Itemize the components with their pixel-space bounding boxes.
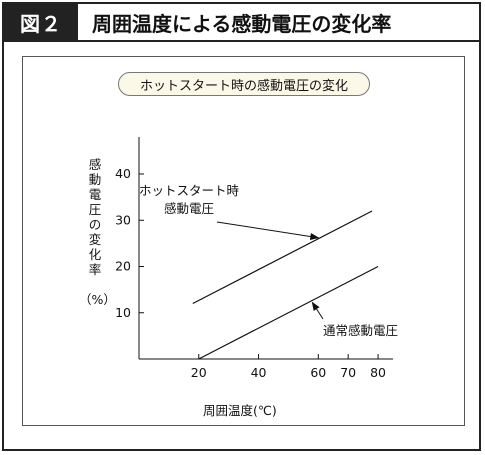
y-tick-label: 20 — [115, 259, 131, 274]
x-tick-label: 70 — [340, 365, 356, 380]
figure-header: 図２ 周囲温度による感動電圧の変化率 — [4, 4, 479, 42]
annotation-text: 感動電圧 — [164, 201, 214, 216]
y-tick-label: 30 — [115, 212, 131, 227]
chart-title: ホットスタート時の感動電圧の変化 — [118, 72, 370, 96]
annotation-text: 通常感動電圧 — [323, 323, 398, 338]
x-tick-label: 20 — [191, 365, 207, 380]
y-tick-label: 10 — [115, 305, 131, 320]
y-axis-unit: （%） — [79, 292, 116, 307]
series-line-2 — [198, 265, 379, 360]
figure-badge: 図２ — [4, 4, 78, 40]
x-tick-label: 40 — [251, 365, 267, 380]
figure-frame: 図２ 周囲温度による感動電圧の変化率 ホットスタート時の感動電圧の変化 感動電圧… — [2, 2, 481, 451]
chart-panel: ホットスタート時の感動電圧の変化 感動電圧の変化率 （%） 20 40 60 70 80… — [22, 56, 465, 426]
x-axis-label: 周囲温度(℃) — [203, 403, 277, 418]
x-tick-label: 60 — [310, 365, 326, 380]
y-tick-label: 40 — [115, 166, 131, 181]
x-tick-label: 80 — [370, 365, 386, 380]
annotation-arrow — [311, 301, 324, 320]
annotation-text: ホットスタート時 — [139, 183, 240, 198]
series-line-1 — [192, 210, 373, 305]
figure-title: 周囲温度による感動電圧の変化率 — [92, 11, 392, 36]
annotation-arrow — [216, 221, 320, 240]
y-axis-label: 感動電圧の変化率 — [88, 157, 102, 277]
